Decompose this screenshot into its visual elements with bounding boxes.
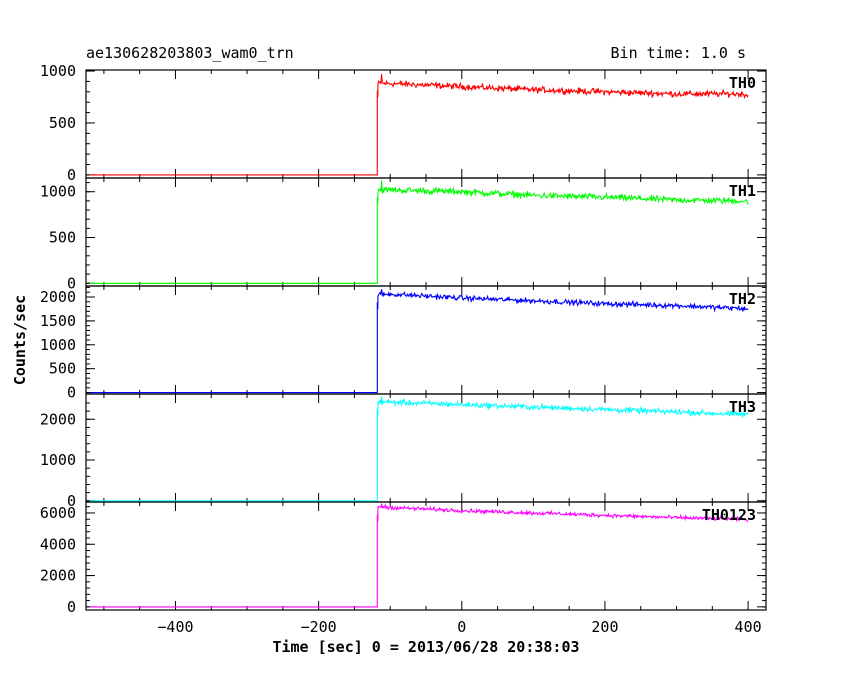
y-tick-label: 1000 [40,336,76,354]
panel-frame-th1 [85,177,767,287]
lightcurve-th3 [89,396,749,502]
y-axis-label: Counts/sec [11,294,29,386]
chart-title: ae130628203803_wam0_trn [86,44,294,62]
panel-label-th1: TH1 [729,182,756,200]
lightcurve-th0123 [89,502,749,608]
x-tick-label: −200 [301,618,337,636]
y-tick-label: 1000 [40,62,76,80]
y-tick-label: 2000 [40,288,76,306]
panel-label-th0: TH0 [729,74,756,92]
y-tick-label: 1000 [40,183,76,201]
x-axis-label: Time [sec] 0 = 2013/06/28 20:38:03 [272,638,580,656]
y-tick-label: 4000 [40,535,76,553]
y-tick-label: 0 [67,384,76,402]
y-tick-label: 500 [49,114,76,132]
y-tick-label: 500 [49,228,76,246]
panel-frame-th2 [85,285,767,395]
x-tick-label: 0 [457,618,466,636]
panel-label-th2: TH2 [729,290,756,308]
bin-time-label: Bin time: 1.0 s [610,44,746,62]
panel-label-th3: TH3 [729,398,756,416]
x-tick-label: 400 [735,618,762,636]
lightcurve-th2 [89,289,749,394]
y-tick-label: 0 [67,274,76,292]
y-tick-label: 1500 [40,312,76,330]
y-tick-label: 6000 [40,504,76,522]
y-tick-label: 2000 [40,410,76,428]
panel-label-th0123: TH0123 [702,506,756,524]
y-tick-label: 0 [67,166,76,184]
y-tick-label: 2000 [40,567,76,585]
panel-frame-th0123 [85,501,767,611]
y-tick-label: 0 [67,492,76,510]
x-tick-label: 200 [591,618,618,636]
y-tick-label: 0 [67,598,76,616]
y-tick-label: 500 [49,360,76,378]
lightcurve-th0 [89,74,749,176]
y-tick-label: 1000 [40,451,76,469]
x-tick-label: −400 [157,618,193,636]
lightcurve-th1 [89,180,749,284]
